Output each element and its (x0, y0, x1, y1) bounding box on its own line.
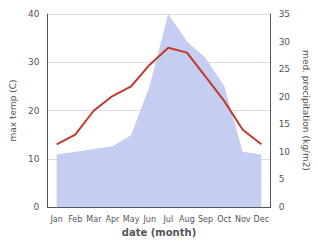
svg-text:30: 30 (279, 37, 291, 47)
svg-text:Feb: Feb (68, 215, 82, 224)
svg-text:25: 25 (279, 64, 290, 74)
svg-text:date (month): date (month) (122, 227, 196, 238)
svg-text:Jul: Jul (162, 215, 173, 224)
svg-text:35: 35 (279, 9, 290, 19)
svg-text:Oct: Oct (217, 215, 231, 224)
svg-text:0: 0 (34, 202, 40, 212)
svg-text:30: 30 (28, 57, 40, 67)
svg-text:Jan: Jan (49, 215, 62, 224)
svg-text:Apr: Apr (106, 215, 121, 224)
svg-text:Aug: Aug (179, 215, 195, 224)
svg-text:5: 5 (279, 174, 285, 184)
svg-text:Dec: Dec (254, 215, 269, 224)
svg-text:med. precipitation (kg/m2): med. precipitation (kg/m2) (301, 50, 311, 171)
svg-text:15: 15 (279, 119, 290, 129)
svg-text:10: 10 (279, 147, 291, 157)
svg-text:40: 40 (28, 9, 40, 19)
svg-text:Mar: Mar (86, 215, 102, 224)
svg-text:20: 20 (279, 92, 291, 102)
svg-text:Sep: Sep (198, 215, 213, 224)
svg-text:10: 10 (28, 154, 40, 164)
svg-text:20: 20 (28, 106, 40, 116)
svg-text:0: 0 (279, 202, 285, 212)
svg-text:Jun: Jun (142, 215, 156, 224)
svg-text:May: May (123, 215, 140, 224)
svg-text:Nov: Nov (235, 215, 251, 224)
svg-text:max temp (C): max temp (C) (8, 79, 18, 141)
